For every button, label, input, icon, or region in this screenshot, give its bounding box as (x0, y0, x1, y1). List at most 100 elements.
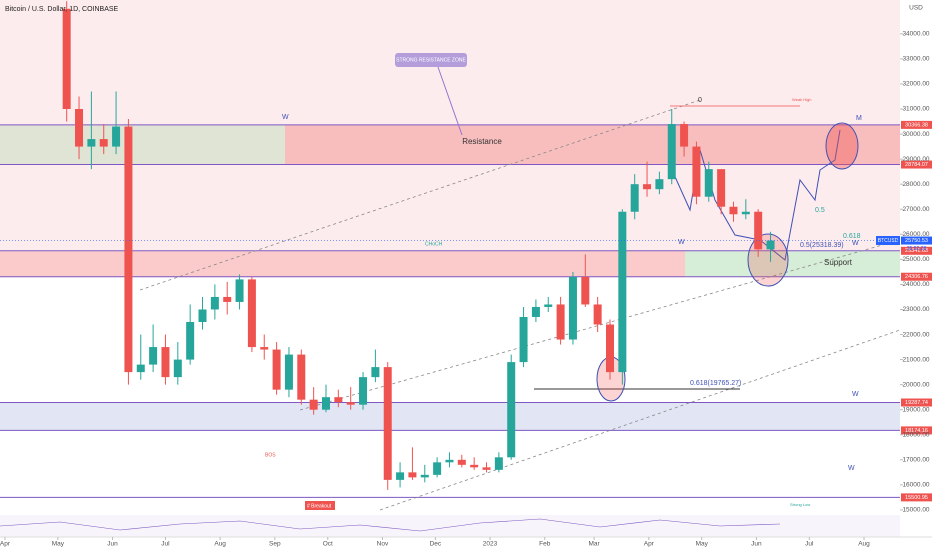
level-tag (901, 493, 932, 502)
x-tick-label: Mar (589, 541, 601, 548)
level-tag (901, 272, 932, 281)
candle-body (124, 126, 133, 373)
breakout-label: # Breakout (307, 503, 332, 509)
candle-body (235, 279, 244, 302)
level-label: 24306.76 (905, 274, 928, 280)
y-tick-label: 27000.00 (902, 206, 929, 213)
candle-body (568, 276, 577, 340)
candle-body (198, 309, 207, 323)
candle-body (75, 109, 84, 147)
level-label: 30366.38 (905, 122, 928, 128)
candle-body (297, 354, 306, 400)
y-tick-label: 20000.00 (902, 381, 929, 388)
y-tick-label: 18000.00 (902, 431, 929, 438)
chart-title: Bitcoin / U.S. Dollar, 1D, COINBASE (5, 6, 119, 13)
last-price-tag (901, 236, 932, 245)
y-tick-label: 26000.00 (902, 231, 929, 238)
countdown: 35:52:28 (907, 246, 927, 252)
last-price-label: 25750.53 (905, 238, 928, 244)
x-tick-label: Aug (858, 541, 870, 548)
w-label: W (282, 114, 289, 121)
candle-body (494, 457, 503, 470)
candle-body (692, 146, 701, 197)
channel-lines (139, 99, 901, 511)
candle-body (396, 472, 405, 480)
y-tick-label: 17000.00 (902, 457, 929, 464)
candle-body (643, 184, 652, 190)
candle-body (136, 364, 145, 373)
candle-body (112, 126, 121, 147)
level-label: 25341.63 (905, 248, 928, 254)
x-tick-label: Apr (644, 541, 655, 548)
breakout-box (305, 501, 335, 510)
candle-body (717, 169, 726, 207)
x-tick-label: Oct (323, 541, 333, 548)
candle-body (99, 139, 108, 147)
support-zone-left (0, 250, 685, 277)
candle-body (544, 304, 553, 307)
candle-body (655, 179, 664, 190)
level-label: 28784.07 (905, 162, 928, 168)
m-label: M (856, 115, 862, 122)
x-tick-label: Nov (377, 541, 389, 548)
resistance-zone-left (0, 124, 285, 165)
candle-body (667, 124, 676, 180)
candle-body (284, 354, 293, 390)
y-tick-label: 30000.00 (902, 131, 929, 138)
support-zone (685, 250, 900, 277)
weak-high-label: Weak High (792, 97, 812, 102)
candle-body (383, 367, 392, 480)
choch-label: CHoCH (425, 241, 443, 247)
circle-top (825, 122, 859, 170)
candle-body (445, 459, 454, 463)
zone-note-box (395, 53, 467, 67)
level-tag (901, 160, 932, 169)
x-tick-label: Feb (539, 541, 551, 548)
candle-body (371, 367, 380, 378)
y-tick-label: 31000.00 (902, 106, 929, 113)
y-tick-label: 34000.00 (902, 31, 929, 38)
candle-body (680, 124, 689, 147)
x-tick-label: Aug (214, 541, 226, 548)
x-tick-label: May (52, 541, 65, 548)
candle-body (618, 211, 627, 373)
candle-body (272, 349, 281, 390)
y-tick-label: 29000.00 (902, 156, 929, 163)
candle-body (321, 397, 330, 410)
fib-low-label: 0.618(19765.27) (690, 380, 741, 387)
candle-body (309, 399, 318, 410)
w-label: W (852, 240, 859, 247)
level-tag (901, 246, 932, 255)
x-tick-label: Dec (430, 541, 442, 548)
candle-body (408, 472, 417, 478)
level-tag (901, 120, 932, 129)
y-tick-label: 21000.00 (902, 356, 929, 363)
y-tick-label: 22000.00 (902, 331, 929, 338)
candle-body (754, 211, 763, 250)
candle-body (223, 296, 232, 302)
candle-body (482, 467, 491, 470)
x-tick-label: Jul (161, 541, 170, 548)
x-tick-label: Jun (751, 541, 762, 548)
candle-body (605, 324, 614, 373)
bos-label: BOS (265, 452, 276, 458)
candle-body (87, 139, 96, 147)
y-tick-label: 16000.00 (902, 482, 929, 489)
w-label: W (852, 391, 859, 398)
candle-body (186, 322, 195, 360)
candle-body (766, 240, 775, 250)
candle-body (457, 459, 466, 465)
candle-body (359, 377, 368, 405)
y-tick-label: 33000.00 (902, 56, 929, 63)
y-tick-label: 15000.00 (902, 507, 929, 514)
support-label: Support (824, 258, 853, 267)
candle-body (704, 169, 713, 197)
w-label: W (678, 239, 685, 246)
level-label: 19287.74 (905, 400, 928, 406)
candle-body (161, 347, 170, 378)
y-tick-label: 19000.00 (902, 406, 929, 413)
candle-body (507, 362, 516, 458)
level-label: 18174.16 (905, 428, 928, 434)
